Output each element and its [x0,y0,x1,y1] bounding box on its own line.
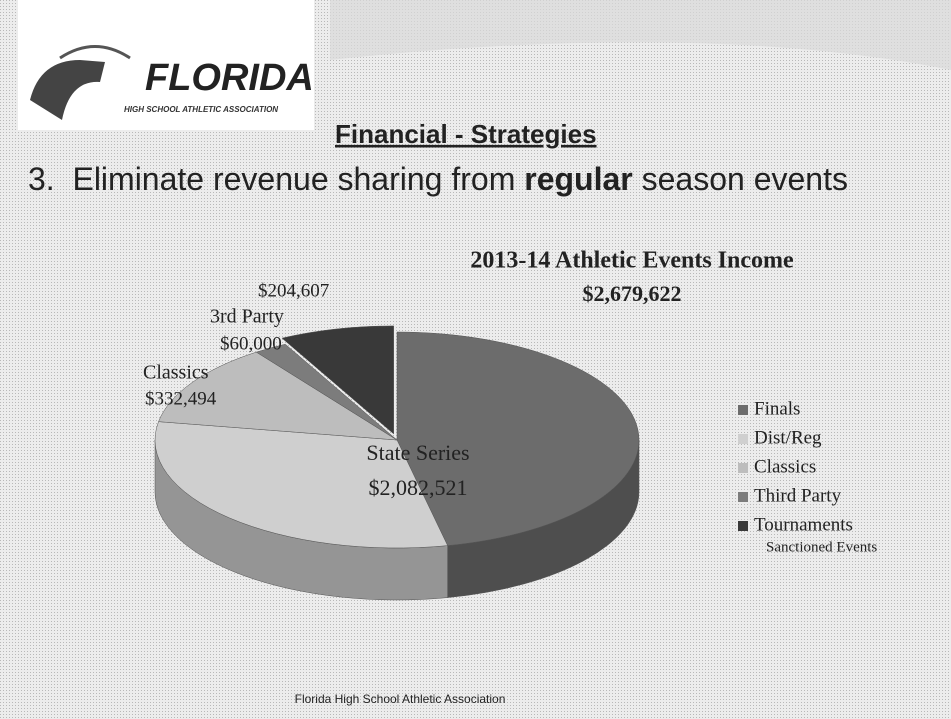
data-label: $332,494 [145,388,217,409]
slice [154,421,448,549]
header-swoosh [330,0,951,70]
slice [255,343,398,441]
legend-note: Sanctioned Events [766,539,877,555]
legend-swatch [738,434,748,444]
heading-part: regular [524,161,632,197]
footer: Florida High School Athletic Association [295,692,506,706]
legend-entry: Dist/Reg [754,427,822,448]
legend-swatch [738,521,748,531]
legend-swatch [738,405,748,415]
legend-entry: Finals [754,398,800,419]
data-label: $60,000 [220,333,282,354]
labels: Classics 3rd Party $332,494 $60,000 $204,607… [143,280,877,555]
annotation-label: $2,082,521 [369,475,468,500]
legend-swatch [738,463,748,473]
slide-title: Financial - Strategies [335,119,597,149]
logo-name: FLORIDA [145,57,314,99]
chart-subtitle: $2,679,622 [583,281,682,306]
slice [281,325,394,435]
legend-entry: Tournaments [754,514,853,535]
legend-swatch [738,492,748,502]
logo-subtitle: HIGH SCHOOL ATHLETIC ASSOCIATION [124,105,278,114]
slice [158,351,398,441]
legend-entry: Third Party [754,485,842,506]
heading-part: 3. Eliminate revenue sharing from [28,161,524,197]
annotation-text: State Series [366,440,469,465]
logo-sun [59,45,131,60]
pie [154,325,640,601]
data-label: $204,607 [258,280,329,301]
heading-part: season events [633,161,848,197]
chart-title: 2013-14 Athletic Events Income [470,248,794,274]
legend-entry: Classics [754,456,816,477]
slice-name: 3rd Party [210,306,284,328]
slide-heading: 3. Eliminate revenue sharing from regula… [28,161,848,197]
logo-state [30,60,105,120]
slice [396,331,640,546]
slice-name: Classics [143,362,209,384]
